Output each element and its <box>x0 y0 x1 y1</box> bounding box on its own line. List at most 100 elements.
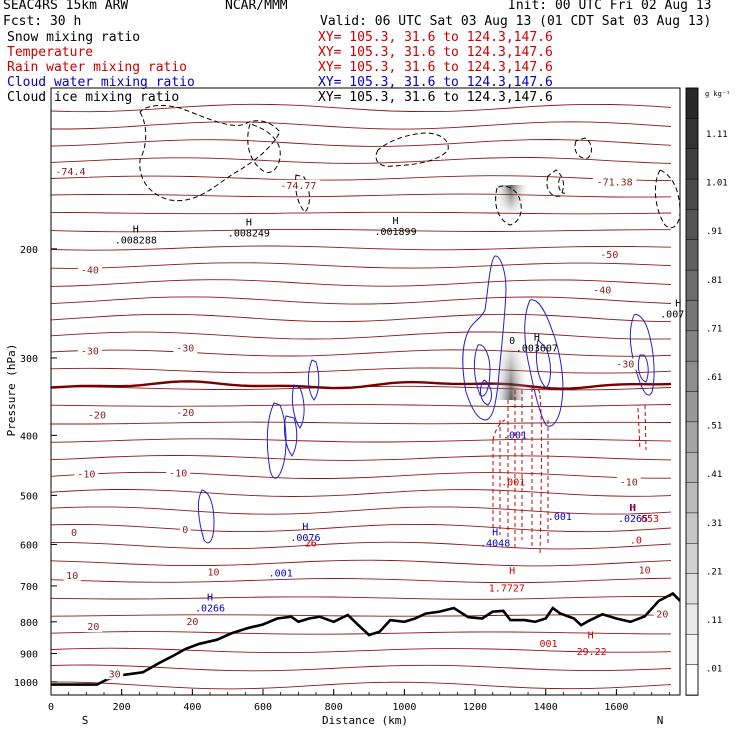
colorbar-segment <box>685 209 699 241</box>
y-tick-label: 500 <box>20 491 38 502</box>
maximum-value: 001 <box>540 639 558 650</box>
org-label: NCAR/MMM <box>225 0 288 13</box>
colorbar-label: .01 <box>706 665 722 675</box>
colorbar-label: .41 <box>706 470 722 480</box>
colorbar-label: .21 <box>706 567 722 577</box>
temperature-label: -74.77 <box>280 181 316 192</box>
forecast-hour: Fcst: 30 h <box>3 14 82 29</box>
x-axis-label: Distance (km) <box>322 714 408 727</box>
colorbar-segment <box>685 573 699 605</box>
x-tick-label: 200 <box>113 702 131 713</box>
isotherm-line <box>51 647 672 654</box>
temperature-label-bg <box>179 523 191 535</box>
colorbar-segment <box>685 512 699 545</box>
field-xy-3: XY= 105.3, 31.6 to 124.3,147.6 <box>318 75 553 90</box>
maximum-value: .001 <box>503 431 527 442</box>
north-end-label: N <box>657 714 664 727</box>
isotherm-line <box>51 211 672 215</box>
colorbar-segment <box>685 300 699 332</box>
temperature-label: -10 <box>620 478 638 489</box>
isotherm-line <box>51 349 672 357</box>
maximum-value: .0265 <box>618 514 648 525</box>
temperature-label: 20 <box>656 609 668 620</box>
temperature-label: -30 <box>176 344 194 355</box>
temperature-label: -30 <box>616 360 634 371</box>
isotherm-line <box>51 455 672 461</box>
colorbar-segment <box>685 451 699 484</box>
model-title: SEAC4RS 15km ARW <box>3 0 129 13</box>
colorbar-segment <box>685 421 699 453</box>
maximum-marker: H <box>246 217 252 228</box>
field-xy-1: XY= 105.3, 31.6 to 124.3,147.6 <box>318 45 553 60</box>
south-end-label: S <box>82 714 89 727</box>
x-tick-label: 400 <box>183 702 201 713</box>
y-tick-label: 200 <box>20 245 38 256</box>
x-tick-label: 1600 <box>604 702 628 713</box>
temperature-label-bg <box>616 476 641 488</box>
maximum-value: 653 <box>641 514 659 525</box>
x-tick-label: 1200 <box>463 702 487 713</box>
temperature-label-bg <box>173 342 198 354</box>
isotherm-line <box>51 262 672 269</box>
colorbar-segment <box>685 664 699 696</box>
x-tick-label: 1000 <box>392 702 416 713</box>
isotherm-line <box>51 421 672 425</box>
maximum-value: 29.22 <box>577 647 607 658</box>
temperature-label-bg <box>204 566 223 578</box>
snow-mixing-contours <box>139 104 680 229</box>
y-tick-label: 300 <box>20 354 38 365</box>
colorbar-segment <box>685 634 699 666</box>
isotherm-line <box>51 121 672 130</box>
temperature-label: 10 <box>208 567 220 578</box>
y-tick-label: 900 <box>20 650 38 661</box>
colorbar-label: 1.01 <box>706 179 728 189</box>
temperature-label: 20 <box>87 622 99 633</box>
maximum-value: 0 <box>509 336 515 347</box>
field-name-3: Cloud water mixing ratio <box>7 75 195 90</box>
temperature-label: -30 <box>81 346 99 357</box>
colorbar-segment <box>685 360 699 393</box>
maximum-value: .0 <box>630 536 642 547</box>
isotherm-line <box>51 228 671 233</box>
isotherm-line <box>51 193 672 198</box>
isotherm-line <box>51 367 672 374</box>
colorbar-segment <box>685 482 699 514</box>
y-axis-label: Pressure (hPa) <box>5 344 18 437</box>
x-tick-label: 1400 <box>534 702 558 713</box>
rain-mixing-contours <box>492 387 647 556</box>
colorbar-segment <box>685 87 699 120</box>
temperature-label-bg <box>166 467 191 479</box>
colorbar-segment <box>685 330 699 362</box>
maximum-marker: H <box>492 528 498 539</box>
isotherm-line <box>51 471 671 479</box>
maximum-marker: H <box>393 216 399 227</box>
maximum-marker: H <box>133 224 139 235</box>
temperature-label-bg <box>597 249 622 261</box>
temperature-label: 10 <box>639 565 651 576</box>
cloud-water-contours <box>197 255 655 544</box>
isotherm-line <box>51 438 672 443</box>
colorbar: g kg⁻¹ 1.11 1.01 .91 .81 .71 .61 .51 .41 .31 .21 .1… <box>685 87 730 696</box>
y-tick-label: 1000 <box>14 678 38 689</box>
temperature-label: -10 <box>169 468 187 479</box>
colorbar-segment <box>685 269 699 302</box>
temperature-label-bg <box>74 468 99 480</box>
isotherm-line <box>51 489 672 497</box>
y-tick-label: 700 <box>20 582 38 593</box>
maximum-marker: H <box>207 593 213 604</box>
maximum-value: .001 <box>548 512 572 523</box>
maximum-marker: H <box>629 503 635 514</box>
field-name-4: Cloud ice mixing ratio <box>7 90 180 105</box>
y-tick-label: 400 <box>20 431 38 442</box>
init-label: Init: 00 UTC Fri 02 Aug 13 <box>508 0 712 13</box>
temperature-label: 10 <box>66 571 78 582</box>
temperature-label: 20 <box>186 617 198 628</box>
isotherm-line <box>51 175 671 181</box>
isotherm-line <box>51 139 672 147</box>
isotherm-lines <box>51 103 672 690</box>
isotherm-line <box>51 541 672 550</box>
maximum-value: .4048 <box>480 539 510 550</box>
x-tick-label: 0 <box>48 702 54 713</box>
colorbar-label: .11 <box>706 616 722 626</box>
terrain-profile <box>51 591 680 686</box>
